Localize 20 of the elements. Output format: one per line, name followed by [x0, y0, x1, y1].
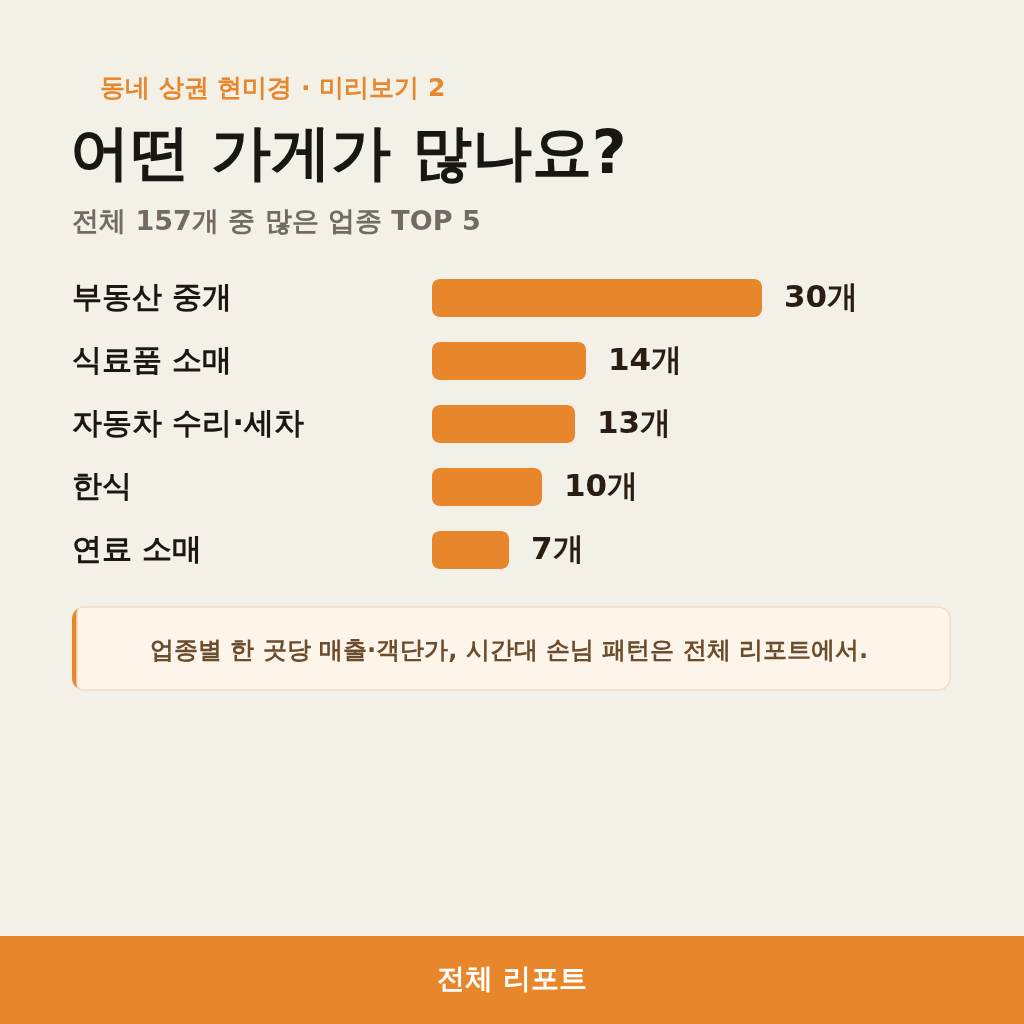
y-tick-label: 한식 [72, 468, 132, 503]
text: 전체 리포트 [437, 962, 587, 995]
y-tick-label: 식료품 소매 [72, 342, 233, 377]
text: 업종별 한 곳당 매출·객단가, 시간대 손님 패턴은 전체 리포트에서. [150, 636, 869, 664]
data-label: 30개 [784, 278, 859, 314]
data-label: 7개 [531, 530, 584, 566]
data-label: 14개 [608, 341, 683, 377]
chart-title: 어떤 가게가 많나요? [70, 117, 627, 187]
y-tick-label: 자동차 수리·세차 [72, 405, 304, 440]
bar [432, 342, 586, 380]
bar [432, 405, 575, 443]
text: 동네 상권 현미경 · 미리보기 2 [100, 73, 446, 102]
bar [432, 531, 509, 569]
bar [432, 468, 542, 506]
data-label: 10개 [564, 467, 639, 503]
chart-subtitle: 전체 157개 중 많은 업종 TOP 5 [72, 205, 481, 236]
y-tick-label: 연료 소매 [72, 531, 203, 566]
y-tick-label: 부동산 중개 [72, 279, 233, 314]
data-label: 13개 [597, 404, 672, 440]
bar [432, 279, 762, 317]
